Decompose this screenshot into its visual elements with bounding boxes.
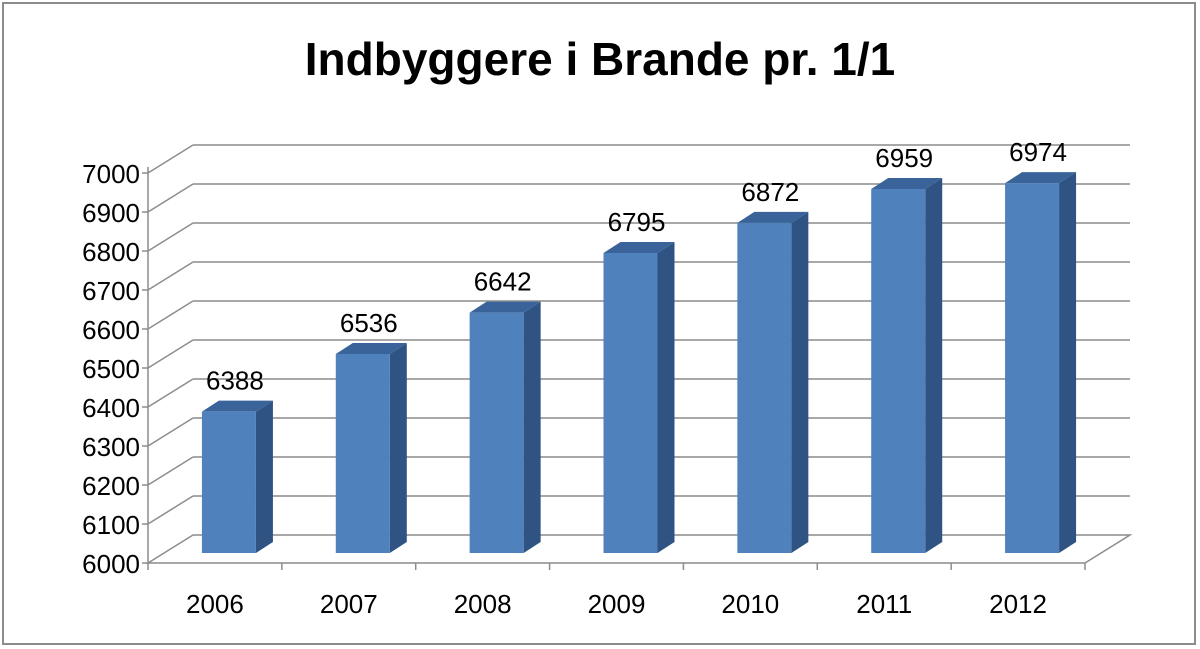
data-label: 6536 [340,308,398,338]
bar [1005,183,1060,553]
bar [737,222,792,554]
y-tick-label: 6100 [82,510,140,540]
data-label: 6959 [875,143,933,173]
data-label: 6974 [1009,137,1067,167]
y-tick-label: 6500 [82,354,140,384]
y-tick-label: 6200 [82,471,140,501]
x-tick-label: 2008 [454,589,512,619]
x-tick-label: 2011 [856,589,912,619]
bar-side [523,301,541,553]
y-tick-label: 6300 [82,432,140,462]
gridline-side [147,378,194,408]
gridline-side [147,144,194,174]
y-tick-label: 7000 [82,159,140,189]
chart-floor [145,534,1133,564]
x-tick-label: 2007 [320,589,378,619]
gridline-side [147,417,194,447]
gridline-side [147,261,194,291]
data-label: 6872 [741,177,799,207]
bar-side [657,241,675,553]
bar [469,312,524,553]
bar-side [925,177,943,554]
gridline-side [147,495,194,525]
bar-top [871,177,943,189]
gridline-side [147,183,194,213]
bar [603,252,658,553]
bar-top [1005,172,1077,184]
gridline-side [147,300,194,330]
x-tick-label: 2006 [186,589,244,619]
bar-side [255,400,273,553]
bar-side [791,211,809,554]
bar-side [1059,172,1077,553]
bar [201,411,256,553]
y-tick-label: 6700 [82,276,140,306]
data-label: 6642 [474,267,532,297]
data-label: 6388 [206,366,264,396]
y-tick-label: 6800 [82,237,140,267]
x-tick-label: 2009 [588,589,646,619]
bar-top [469,301,541,313]
gridline-side [147,456,194,486]
bar-top [335,342,407,354]
x-tick-label: 2010 [721,589,779,619]
x-tick-label: 2012 [989,589,1047,619]
bar [871,188,926,554]
bar-top [603,241,675,253]
chart-title: Indbyggere i Brande pr. 1/1 [304,33,896,85]
y-tick-label: 6600 [82,315,140,345]
y-tick-label: 6900 [82,198,140,228]
y-tick-label: 6000 [82,549,140,579]
gridline-side [147,222,194,252]
bar-side [389,342,407,553]
bar-top [201,400,273,412]
bar-top [737,211,809,223]
bar [335,353,390,553]
gridline-side [147,339,194,369]
data-label: 6795 [608,207,666,237]
y-tick-label: 6400 [82,393,140,423]
